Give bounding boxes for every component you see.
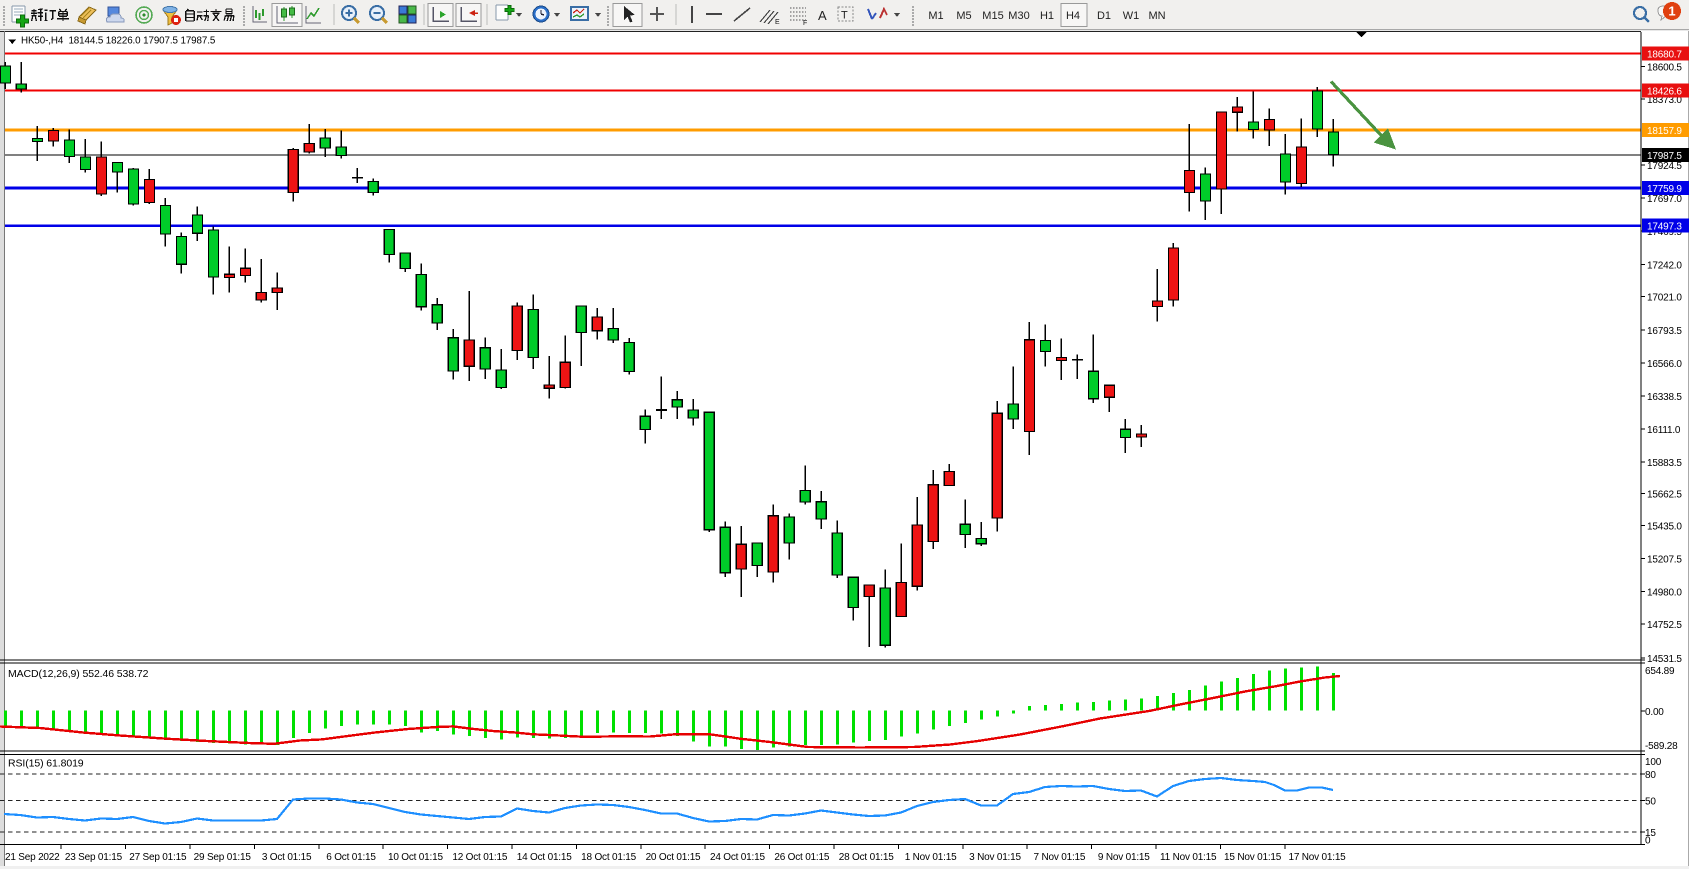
svg-text:28 Oct 01:15: 28 Oct 01:15 <box>839 852 894 863</box>
svg-text:14980.0: 14980.0 <box>1647 587 1682 598</box>
svg-text:16793.5: 16793.5 <box>1647 326 1682 337</box>
svg-text:14531.5: 14531.5 <box>1647 654 1682 665</box>
svg-text:M15: M15 <box>982 10 1003 22</box>
svg-text:23 Sep 01:15: 23 Sep 01:15 <box>65 852 123 863</box>
svg-text:1 Nov 01:15: 1 Nov 01:15 <box>905 852 957 863</box>
svg-text:18600.5: 18600.5 <box>1647 62 1682 73</box>
svg-text:15207.5: 15207.5 <box>1647 554 1682 565</box>
svg-text:E: E <box>775 19 780 26</box>
svg-text:0: 0 <box>1645 836 1651 847</box>
svg-text:H1: H1 <box>1040 10 1054 22</box>
svg-text:18680.7: 18680.7 <box>1647 50 1682 61</box>
svg-text:H4: H4 <box>1066 10 1080 22</box>
svg-text:M1: M1 <box>928 10 943 22</box>
svg-text:14 Oct 01:15: 14 Oct 01:15 <box>517 852 572 863</box>
svg-text:17497.3: 17497.3 <box>1647 222 1682 233</box>
svg-text:T: T <box>841 10 848 22</box>
svg-text:M30: M30 <box>1008 10 1029 22</box>
svg-text:14752.5: 14752.5 <box>1647 620 1682 631</box>
svg-text:0.00: 0.00 <box>1645 707 1664 718</box>
svg-text:80: 80 <box>1645 770 1656 781</box>
svg-text:17924.5: 17924.5 <box>1647 161 1682 172</box>
svg-text:21 Sep 2022: 21 Sep 2022 <box>5 852 60 863</box>
svg-text:18157.9: 18157.9 <box>1647 126 1682 137</box>
svg-text:20 Oct 01:15: 20 Oct 01:15 <box>646 852 701 863</box>
svg-text:1: 1 <box>1668 4 1675 19</box>
svg-text:29 Sep 01:15: 29 Sep 01:15 <box>194 852 252 863</box>
svg-text:15883.5: 15883.5 <box>1647 458 1682 469</box>
svg-text:MN: MN <box>1148 10 1165 22</box>
svg-text:17987.5: 17987.5 <box>1647 151 1682 162</box>
svg-text:A: A <box>818 8 827 23</box>
svg-text:17021.0: 17021.0 <box>1647 293 1682 304</box>
svg-text:9 Nov 01:15: 9 Nov 01:15 <box>1098 852 1150 863</box>
svg-text:HK50-,H4 18144.5 18226.0 1790: HK50-,H4 18144.5 18226.0 17907.5 17987.5 <box>21 36 216 47</box>
svg-text:15 Nov 01:15: 15 Nov 01:15 <box>1224 852 1282 863</box>
svg-text:6 Oct 01:15: 6 Oct 01:15 <box>326 852 376 863</box>
svg-text:-589.28: -589.28 <box>1645 741 1678 752</box>
svg-text:18 Oct 01:15: 18 Oct 01:15 <box>581 852 636 863</box>
svg-text:26 Oct 01:15: 26 Oct 01:15 <box>774 852 829 863</box>
svg-text:RSI(15) 61.8019: RSI(15) 61.8019 <box>8 758 84 770</box>
svg-text:27 Sep 01:15: 27 Sep 01:15 <box>129 852 187 863</box>
svg-text:100: 100 <box>1645 757 1662 768</box>
svg-text:654.89: 654.89 <box>1645 666 1675 677</box>
svg-text:17242.0: 17242.0 <box>1647 260 1682 271</box>
svg-text:16566.0: 16566.0 <box>1647 359 1682 370</box>
svg-text:W1: W1 <box>1123 10 1140 22</box>
svg-text:17 Nov 01:15: 17 Nov 01:15 <box>1288 852 1346 863</box>
svg-text:16111.0: 16111.0 <box>1647 425 1681 436</box>
svg-text:15435.0: 15435.0 <box>1647 521 1682 532</box>
svg-text:10 Oct 01:15: 10 Oct 01:15 <box>388 852 443 863</box>
svg-text:15662.5: 15662.5 <box>1647 489 1682 500</box>
svg-text:18373.0: 18373.0 <box>1647 95 1682 106</box>
svg-text:M5: M5 <box>956 10 971 22</box>
svg-text:12 Oct 01:15: 12 Oct 01:15 <box>452 852 507 863</box>
svg-text:MACD(12,26,9) 552.46 538.72: MACD(12,26,9) 552.46 538.72 <box>8 668 149 680</box>
svg-text:3 Oct 01:15: 3 Oct 01:15 <box>262 852 312 863</box>
svg-text:D1: D1 <box>1097 10 1111 22</box>
svg-text:24 Oct 01:15: 24 Oct 01:15 <box>710 852 765 863</box>
svg-text:15: 15 <box>1645 828 1656 839</box>
svg-text:16338.5: 16338.5 <box>1647 392 1682 403</box>
svg-text:18426.6: 18426.6 <box>1647 87 1682 98</box>
svg-text:50: 50 <box>1645 797 1656 808</box>
svg-text:7 Nov 01:15: 7 Nov 01:15 <box>1034 852 1086 863</box>
svg-text:17697.0: 17697.0 <box>1647 194 1682 205</box>
svg-text:17759.9: 17759.9 <box>1647 184 1682 195</box>
svg-text:3 Nov 01:15: 3 Nov 01:15 <box>969 852 1021 863</box>
svg-text:F: F <box>803 20 807 27</box>
svg-text:11 Nov 01:15: 11 Nov 01:15 <box>1160 852 1217 863</box>
